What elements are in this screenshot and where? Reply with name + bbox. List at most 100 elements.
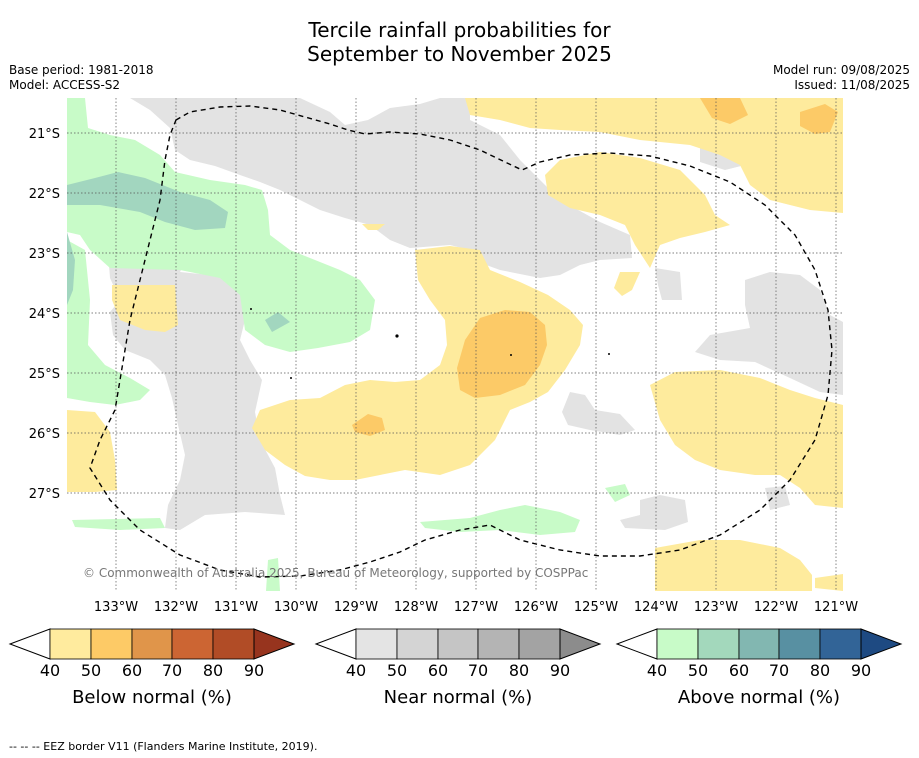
legend-tick: 60 (729, 661, 749, 680)
legend-above-under-arrow (615, 628, 658, 660)
legend-tick: 80 (203, 661, 223, 680)
green-60-spot (265, 312, 290, 332)
lon-label: 121°W (814, 600, 858, 615)
lon-label: 129°W (334, 600, 378, 615)
model-name: Model: ACCESS-S2 (9, 78, 121, 92)
grey-region-northeast (700, 148, 745, 170)
legend-tick: 40 (40, 661, 60, 680)
green-region-southwest (67, 240, 150, 405)
legend-below-swatch (90, 628, 133, 660)
legend-tick: 70 (162, 661, 182, 680)
grey-region-south (620, 495, 688, 530)
lat-label: 26°S (29, 427, 60, 442)
legend-tick: 80 (810, 661, 830, 680)
legend-tick: 70 (769, 661, 789, 680)
legend-below-swatch (171, 628, 214, 660)
yellow-region-west (112, 285, 178, 332)
lat-label: 24°S (29, 307, 60, 322)
lat-label: 27°S (29, 487, 60, 502)
legend-above-normal: 40 50 60 70 80 90 Above normal (%) (615, 628, 903, 708)
legend-near-swatch (396, 628, 439, 660)
map-area: © Commonwealth of Australia 2025, Bureau… (67, 98, 843, 591)
lon-label: 124°W (634, 600, 678, 615)
islands (250, 308, 610, 379)
legend-above-swatch (738, 628, 780, 660)
title-line-1: Tercile rainfall probabilities for (308, 18, 611, 42)
yellow-region-south (655, 540, 812, 591)
orange-region-center (457, 310, 547, 398)
legend-tick: 90 (550, 661, 570, 680)
grey-region-southeast (765, 486, 790, 510)
legend-above-label: Above normal (%) (678, 687, 840, 708)
lon-label: 125°W (574, 600, 618, 615)
legend-near-swatch (518, 628, 561, 660)
copyright-text: © Commonwealth of Australia 2025, Bureau… (83, 566, 588, 580)
green-60-band (67, 172, 228, 230)
graticule (67, 98, 843, 591)
legend-below-swatch (212, 628, 255, 660)
yellow-region-north (465, 98, 843, 213)
lat-label: 23°S (29, 247, 60, 262)
legend-above-swatch (697, 628, 740, 660)
legend-tick: 40 (647, 661, 667, 680)
above-normal-60-regions (67, 172, 290, 332)
green-60-edge (67, 232, 75, 305)
yellow-region-northeast (545, 152, 730, 268)
legend-near-normal: 40 50 60 70 80 90 Near normal (%) (314, 628, 602, 708)
lon-label: 131°W (214, 600, 258, 615)
lon-label: 133°W (94, 600, 138, 615)
legend-below-over-arrow (253, 628, 296, 660)
legend-near-under-arrow (314, 628, 357, 660)
base-period: Base period: 1981-2018 (9, 63, 154, 77)
lat-label: 25°S (29, 367, 60, 382)
legend-below-normal: 40 50 60 70 80 90 Below normal (%) (8, 628, 296, 708)
yellow-region-tiny (362, 224, 385, 230)
legend-above-swatch (819, 628, 862, 660)
lon-label: 130°W (274, 600, 318, 615)
legend-tick: 70 (468, 661, 488, 680)
lon-label: 128°W (394, 600, 438, 615)
near-normal-regions (108, 98, 843, 530)
title-line-2: September to November 2025 (307, 42, 612, 66)
legend-tick: 90 (244, 661, 264, 680)
lat-label: 22°S (29, 187, 60, 202)
legend-near-swatch (477, 628, 520, 660)
grey-region-center (562, 392, 635, 435)
legend-tick: 60 (122, 661, 142, 680)
legend-tick: 60 (428, 661, 448, 680)
eez-footnote: -- -- -- EEZ border V11 (Flanders Marine… (9, 740, 318, 753)
eez-border (89, 105, 833, 578)
legend-tick: 50 (688, 661, 708, 680)
model-run: Model run: 09/08/2025 (772, 63, 910, 77)
yellow-region-small (614, 272, 640, 296)
green-region-south-center (420, 505, 580, 535)
green-region-bottom (266, 558, 280, 591)
legend-tick: 50 (387, 661, 407, 680)
lon-label: 123°W (694, 600, 738, 615)
lat-labels: 21°S 22°S 23°S 24°S 25°S 26°S 27°S (29, 127, 60, 502)
grey-region-east-small (655, 268, 682, 300)
legend-tick: 40 (346, 661, 366, 680)
legend-below-swatch (131, 628, 173, 660)
legend-below-swatch (49, 628, 92, 660)
legend-tick: 80 (509, 661, 529, 680)
meta-right: Model run: 09/08/2025 Issued: 11/08/2025 (773, 63, 910, 93)
lon-label: 126°W (514, 600, 558, 615)
orange-region-northeast (800, 104, 838, 134)
meta-left: Base period: 1981-2018 Model: ACCESS-S2 (9, 63, 154, 93)
legend-below-under-arrow (8, 628, 51, 660)
legend-below-label: Below normal (%) (72, 687, 232, 708)
below-normal-60-regions (352, 98, 838, 436)
green-region-south-strip (72, 518, 165, 530)
legend-near-swatch (437, 628, 479, 660)
yellow-region-southwest (67, 410, 117, 492)
grey-region-east (695, 272, 843, 395)
grey-region-north (130, 98, 632, 278)
legend-near-swatch (355, 628, 398, 660)
legend-tick: 90 (851, 661, 871, 680)
issued-date: Issued: 11/08/2025 (794, 78, 910, 92)
lon-labels: 133°W 132°W 131°W 130°W 129°W 128°W 127°… (94, 600, 858, 615)
orange-region-north (700, 98, 748, 124)
yellow-region-center (252, 246, 583, 480)
